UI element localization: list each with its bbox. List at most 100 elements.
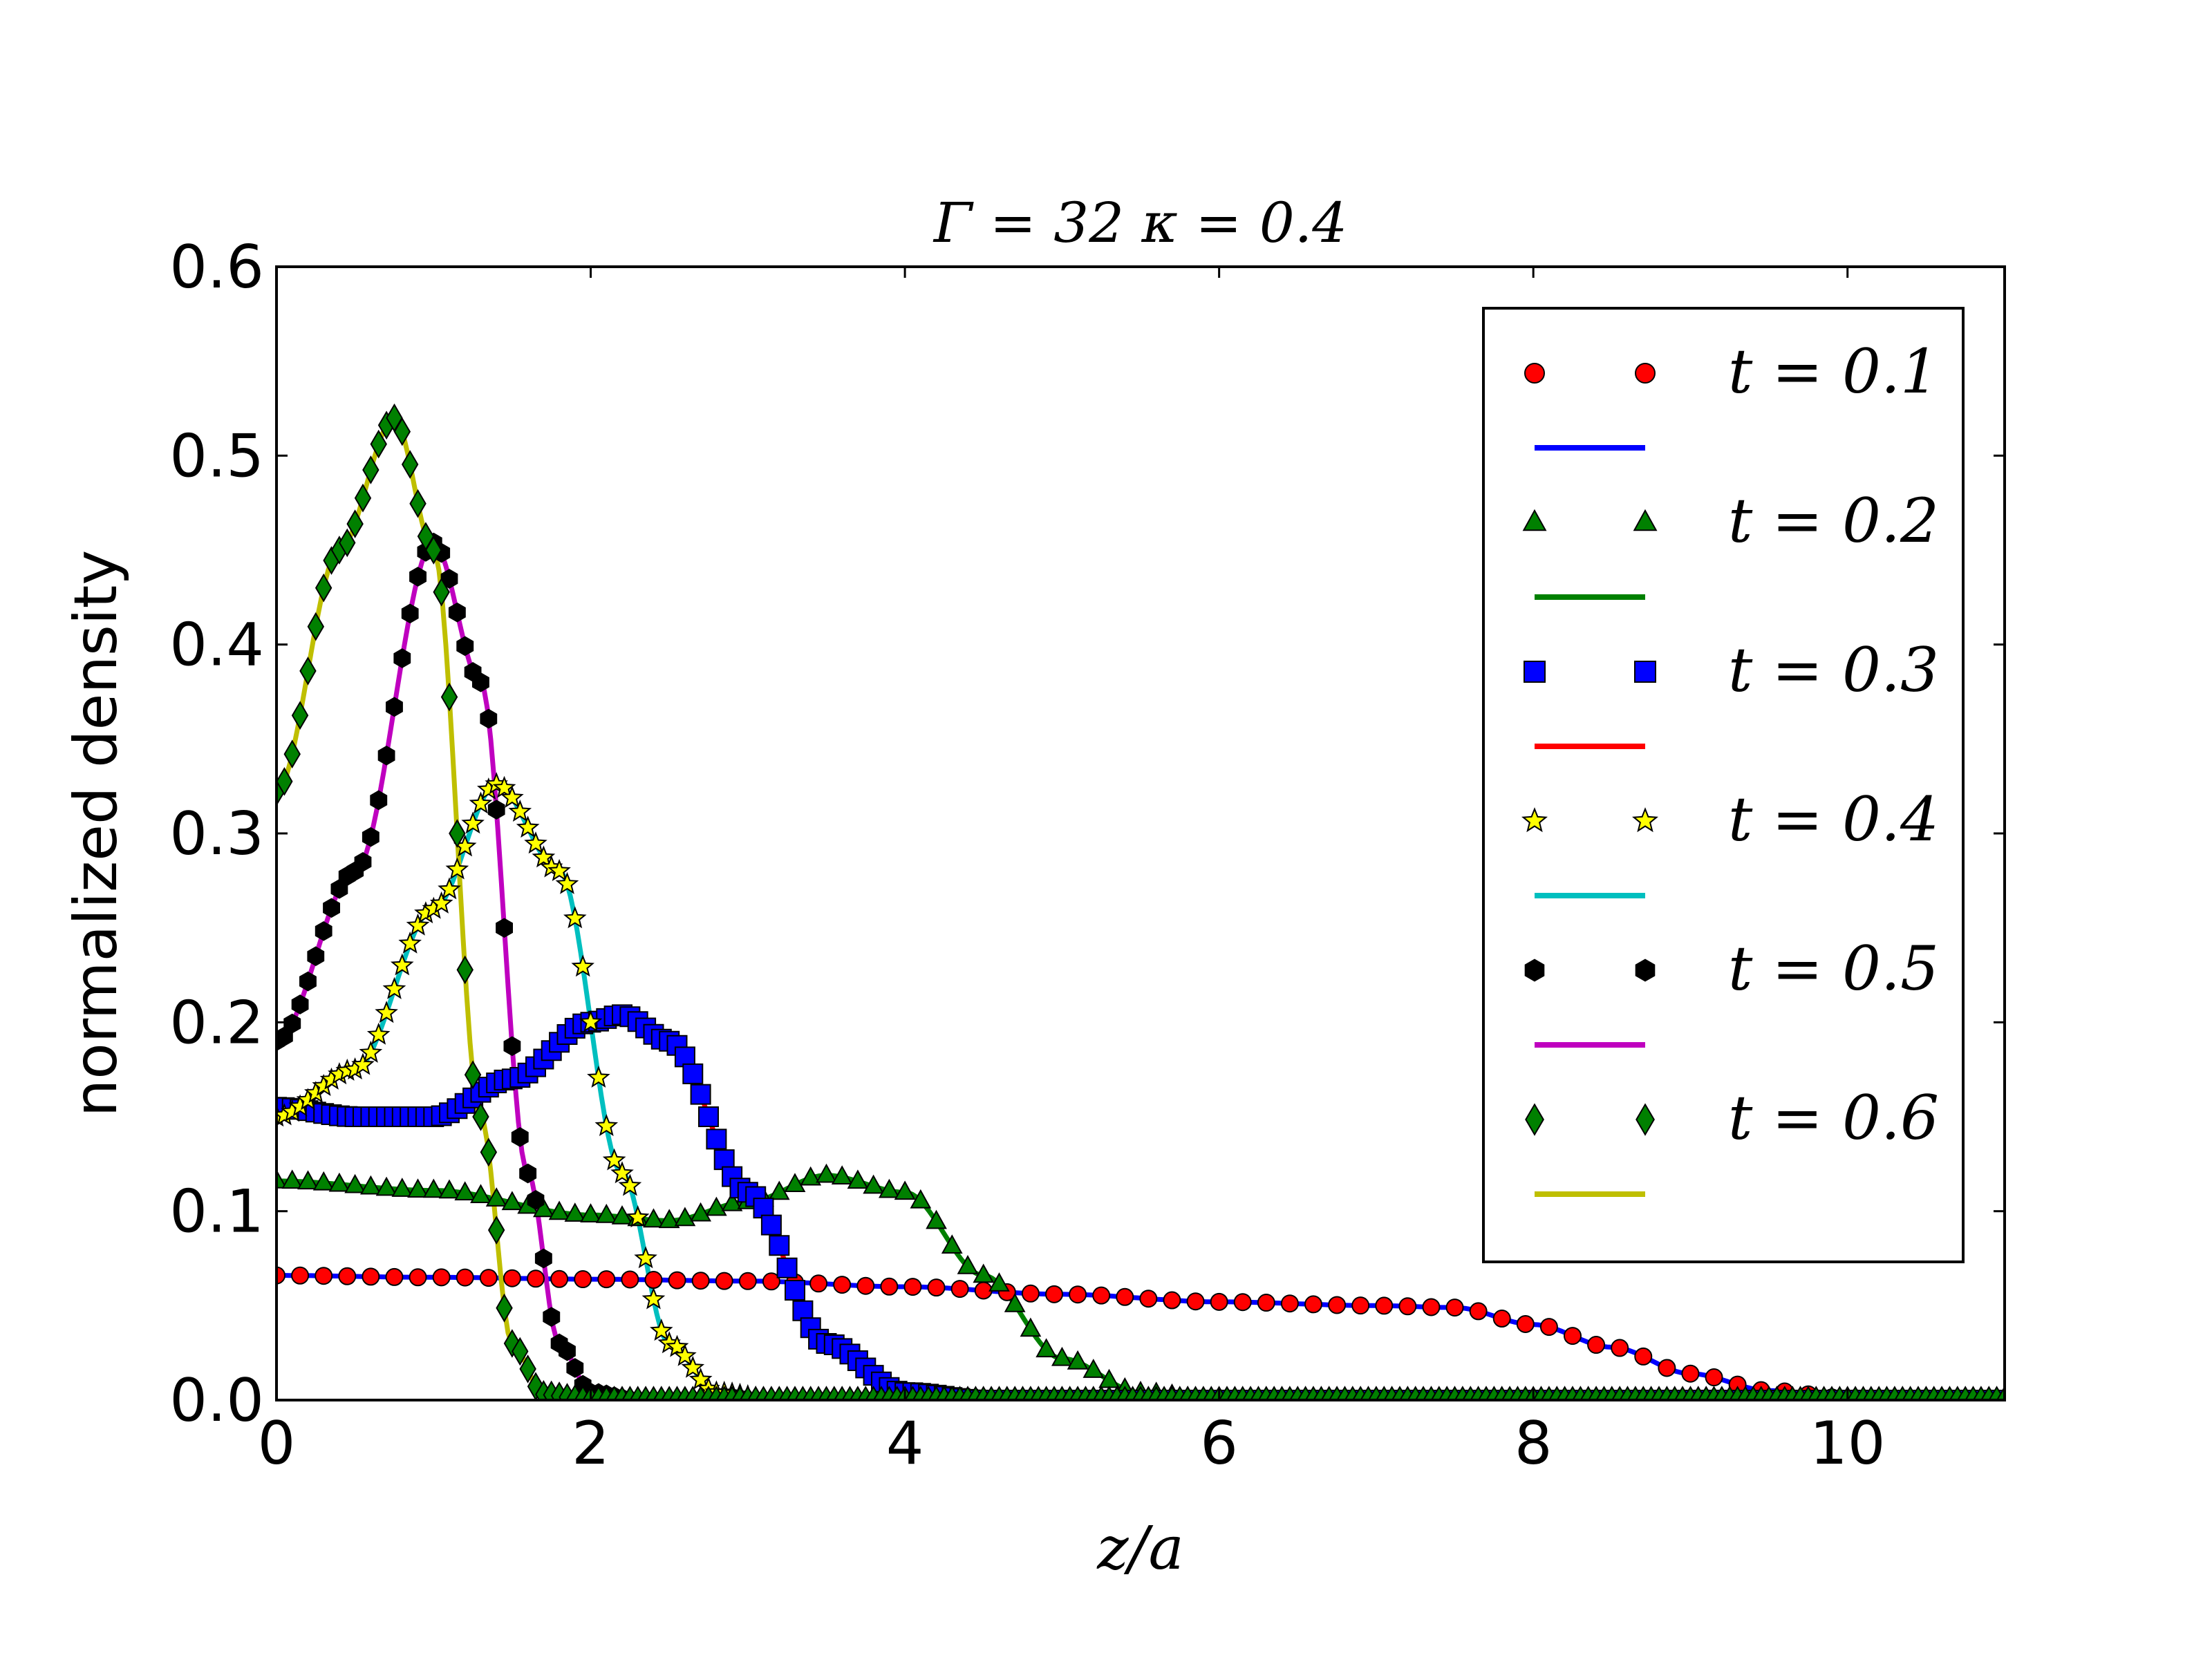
- legend-marker-5: [1524, 959, 1545, 982]
- series-6-marker: [456, 955, 474, 985]
- series-4-marker: [602, 1148, 626, 1171]
- series-2-marker: [454, 1181, 476, 1200]
- series-2-marker: [611, 1205, 633, 1225]
- series-6-marker: [1996, 1386, 2005, 1400]
- series-2-marker: [988, 1272, 1010, 1292]
- series-2-marker: [706, 1196, 727, 1216]
- x-tick-label: 4: [886, 1409, 924, 1478]
- series-2-marker: [1051, 1346, 1073, 1366]
- legend-label-1: t = 0.1: [1728, 336, 1939, 407]
- series-2-marker: [438, 1179, 460, 1199]
- series-2-marker: [863, 1174, 884, 1194]
- series-1-marker: [1375, 1296, 1394, 1315]
- series-1-marker: [1539, 1318, 1558, 1337]
- series-5-marker: [503, 1036, 521, 1057]
- series-6-marker: [440, 682, 458, 712]
- series-2-marker: [1082, 1359, 1105, 1378]
- series-5-marker: [362, 827, 379, 847]
- series-1-marker: [1516, 1314, 1535, 1333]
- series-4-marker: [516, 815, 540, 838]
- series-4-marker: [579, 1010, 603, 1032]
- series-6-marker: [503, 1329, 521, 1358]
- series-5-marker: [480, 708, 498, 729]
- series-2-marker: [957, 1255, 979, 1274]
- series-1-marker: [527, 1269, 545, 1288]
- series-2-marker: [501, 1191, 523, 1211]
- series-3-marker: [682, 1063, 704, 1084]
- series-4-marker: [610, 1161, 634, 1184]
- series-1-marker: [903, 1278, 922, 1296]
- x-tick-label: 2: [572, 1409, 610, 1478]
- series-1-marker: [338, 1267, 357, 1285]
- series-4-marker: [650, 1319, 673, 1341]
- series-2-marker: [847, 1169, 869, 1189]
- series-6-marker: [393, 417, 411, 446]
- series-4-marker: [665, 1334, 689, 1357]
- series-2-marker: [910, 1189, 932, 1209]
- series-6-marker: [354, 483, 372, 513]
- series-1-marker: [1069, 1285, 1087, 1304]
- y-tick-label: 0.5: [169, 422, 264, 491]
- series-3-marker: [785, 1280, 805, 1301]
- series-2-marker: [879, 1178, 900, 1198]
- series-1-markers: [276, 1266, 2005, 1400]
- series-1-marker: [1634, 1347, 1653, 1366]
- series-1-marker: [456, 1268, 474, 1287]
- series-6-marker: [370, 429, 387, 459]
- series-6-marker: [291, 701, 309, 730]
- series-6-marker: [276, 767, 293, 796]
- series-1-marker: [432, 1268, 451, 1287]
- series-4-marker: [688, 1367, 713, 1390]
- series-2-marker: [1020, 1317, 1042, 1337]
- series-2-marker: [784, 1173, 806, 1192]
- series-4-marker: [438, 877, 461, 900]
- series-1-marker: [950, 1280, 969, 1299]
- series-4-marker: [681, 1355, 705, 1378]
- legend-label-5: t = 0.5: [1728, 933, 1939, 1004]
- y-tick-label: 0.4: [169, 611, 264, 680]
- legend-marker-3-b: [1634, 661, 1656, 683]
- series-5-marker: [323, 898, 340, 918]
- series-4-marker: [359, 1040, 383, 1063]
- series-4-marker: [390, 953, 414, 976]
- series-2-marker: [816, 1163, 837, 1183]
- series-1-marker: [1351, 1296, 1370, 1315]
- series-6-marker: [362, 455, 379, 484]
- legend-marker-2: [1522, 509, 1547, 531]
- series-2-marker: [422, 1178, 444, 1198]
- series-2-marker: [276, 1169, 288, 1189]
- series-4-marker: [555, 871, 579, 894]
- series-5-marker: [487, 800, 505, 820]
- series-4-marker: [398, 931, 422, 954]
- series-2-marker: [312, 1171, 335, 1191]
- series-1-marker: [1705, 1368, 1723, 1387]
- series-5-marker: [299, 971, 317, 992]
- series-6-marker: [472, 1102, 489, 1131]
- series-1-marker: [1445, 1299, 1464, 1317]
- legend-marker-4-b: [1632, 807, 1658, 833]
- series-6-marker: [519, 1354, 536, 1384]
- series-1-marker: [1658, 1359, 1676, 1377]
- series-6-marker: [401, 450, 419, 479]
- legend-marker-6: [1525, 1103, 1544, 1136]
- series-1-marker: [597, 1270, 616, 1289]
- series-2-marker: [768, 1180, 790, 1200]
- series-6-marker: [346, 509, 364, 538]
- series-2-marker: [690, 1202, 711, 1222]
- series-1-marker: [1492, 1310, 1511, 1328]
- series-2-marker: [721, 1191, 743, 1211]
- series-6-marker: [433, 577, 450, 607]
- series-2-marker: [391, 1178, 413, 1197]
- y-axis-label: normalized density: [62, 550, 131, 1117]
- series-1-marker: [1422, 1298, 1441, 1316]
- series-2-marker: [800, 1166, 822, 1186]
- series-2-marker: [674, 1207, 696, 1227]
- series-2-marker: [375, 1176, 397, 1196]
- series-1-marker: [1398, 1297, 1417, 1316]
- series-4-marker: [626, 1205, 650, 1228]
- series-5-marker: [534, 1248, 552, 1269]
- series-2-marker: [407, 1178, 429, 1198]
- series-5-marker: [456, 636, 474, 657]
- series-3-marker: [776, 1257, 798, 1278]
